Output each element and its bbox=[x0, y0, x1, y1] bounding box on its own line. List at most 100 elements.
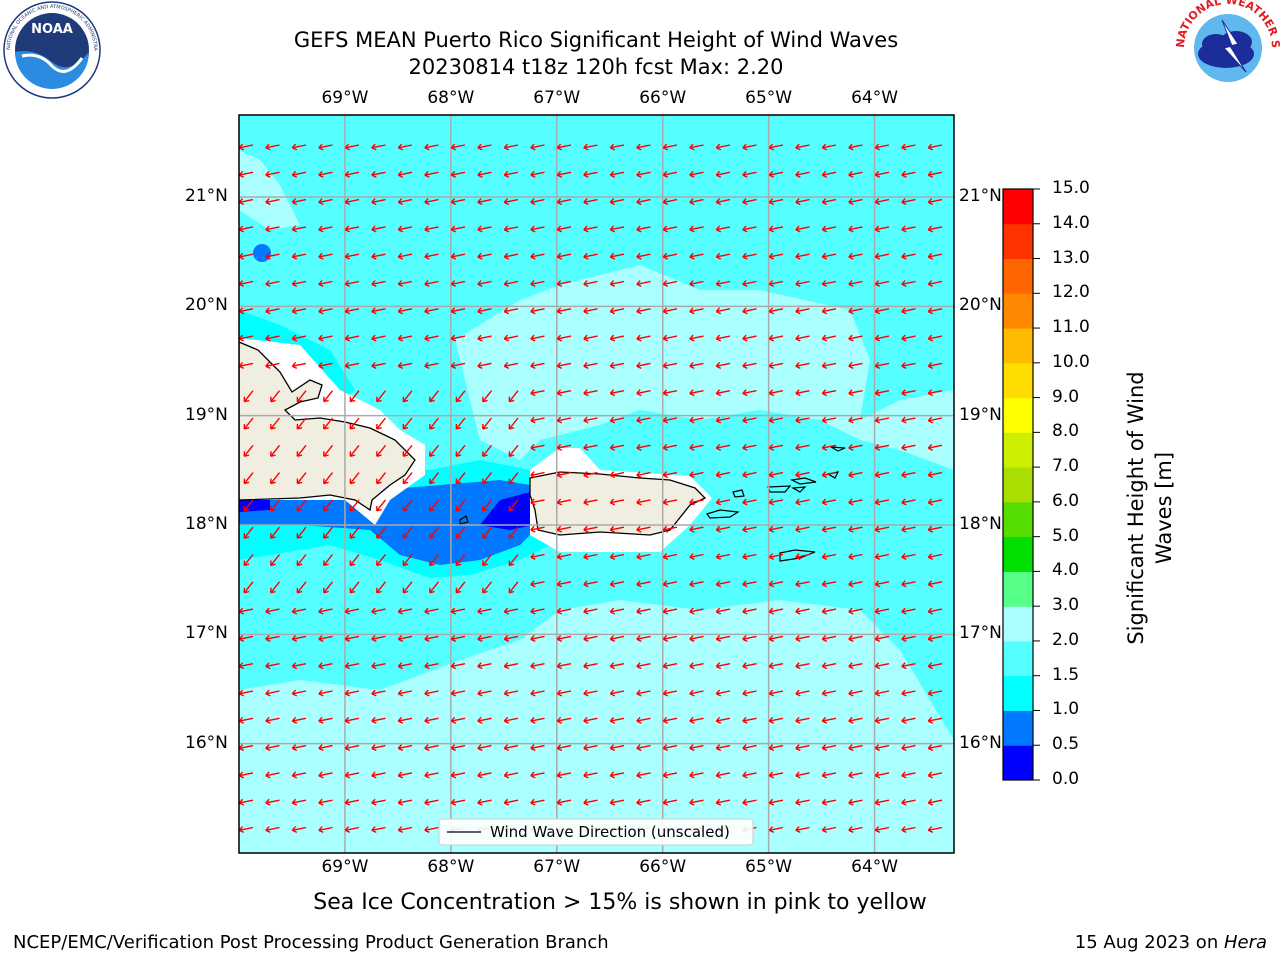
wave-arrow bbox=[821, 280, 837, 288]
wave-arrow bbox=[424, 361, 439, 369]
wave-arrow bbox=[821, 634, 837, 642]
wave-arrow bbox=[556, 471, 572, 479]
wave-arrow bbox=[874, 744, 890, 752]
wave-arrow bbox=[265, 307, 280, 315]
wave-arrow bbox=[583, 553, 598, 561]
wave-arrow bbox=[715, 143, 731, 151]
wave-arrow bbox=[243, 417, 254, 430]
wave-arrow bbox=[402, 417, 413, 430]
wave-arrow bbox=[318, 280, 333, 288]
wave-arrow bbox=[848, 580, 863, 588]
wave-arrow bbox=[397, 225, 413, 233]
wave-arrow bbox=[265, 280, 280, 288]
wave-arrow bbox=[344, 280, 360, 288]
wave-arrow bbox=[927, 334, 943, 342]
wave-arrow bbox=[482, 554, 493, 567]
wave-arrow bbox=[874, 525, 890, 533]
wave-arrow bbox=[376, 499, 387, 512]
wave-arrow bbox=[371, 716, 386, 724]
wave-arrow bbox=[429, 554, 440, 567]
wave-arrow bbox=[742, 553, 757, 561]
wave-arrow bbox=[768, 443, 784, 451]
legend-label: Wind Wave Direction (unscaled) bbox=[490, 823, 730, 841]
colorbar-segment bbox=[1003, 328, 1033, 364]
wave-arrow bbox=[344, 252, 360, 260]
wave-arrow bbox=[636, 744, 651, 752]
lon-tick-label-top: 66°W bbox=[639, 88, 687, 108]
wave-arrow bbox=[848, 716, 863, 724]
wave-arrow bbox=[742, 198, 757, 206]
colorbar-segment bbox=[1003, 258, 1033, 294]
wave-arrow bbox=[323, 417, 334, 430]
wave-arrow bbox=[901, 389, 916, 397]
wave-region-0-0.5-passage bbox=[239, 500, 270, 512]
wave-arrow bbox=[424, 689, 439, 697]
wave-arrow bbox=[901, 361, 916, 369]
wave-arrow bbox=[556, 416, 572, 424]
wave-arrow bbox=[450, 280, 466, 288]
wave-arrow bbox=[243, 444, 254, 457]
wave-arrow bbox=[455, 581, 466, 594]
wave-arrow bbox=[795, 716, 810, 724]
wave-arrow bbox=[265, 744, 280, 752]
wave-arrow bbox=[715, 252, 731, 260]
wave-arrow bbox=[503, 607, 519, 615]
wave-arrow bbox=[768, 662, 784, 670]
wave-arrow bbox=[583, 498, 598, 506]
wave-arrow bbox=[397, 252, 413, 260]
wave-arrow bbox=[556, 607, 572, 615]
wave-arrow bbox=[239, 607, 254, 615]
wave-arrow bbox=[556, 252, 572, 260]
wave-arrow bbox=[742, 225, 757, 233]
wave-arrow bbox=[503, 662, 519, 670]
wave-arrow bbox=[795, 170, 810, 178]
wave-arrow bbox=[270, 417, 281, 430]
wave-arrow bbox=[636, 525, 651, 533]
wave-arrow bbox=[609, 225, 625, 233]
wave-arrow bbox=[848, 252, 863, 260]
wave-arrow bbox=[265, 143, 280, 151]
wave-arrow bbox=[556, 798, 572, 806]
wave-arrow bbox=[583, 662, 598, 670]
wave-arrow bbox=[874, 307, 890, 315]
wave-arrow bbox=[556, 553, 572, 561]
wave-arrow bbox=[344, 334, 360, 342]
wave-arrow bbox=[318, 170, 333, 178]
wave-arrow bbox=[477, 607, 492, 615]
wave-arrow bbox=[848, 471, 863, 479]
wave-arrow bbox=[376, 390, 387, 403]
colorbar-tick-label: 1.5 bbox=[1052, 664, 1080, 685]
wave-arrow bbox=[636, 307, 651, 315]
wave-arrow bbox=[874, 798, 890, 806]
wave-arrow bbox=[742, 252, 757, 260]
wave-arrow bbox=[927, 607, 943, 615]
wave-arrow bbox=[795, 498, 810, 506]
wave-arrow bbox=[742, 580, 757, 588]
wave-arrow bbox=[901, 443, 916, 451]
wave-arrow bbox=[371, 662, 386, 670]
wave-arrow bbox=[503, 280, 519, 288]
lat-tick-label-right: 18°N bbox=[959, 514, 1002, 534]
wave-arrow bbox=[901, 416, 916, 424]
wave-arrow bbox=[503, 143, 519, 151]
wave-arrow bbox=[927, 361, 943, 369]
wave-arrow bbox=[901, 798, 916, 806]
wave-arrow bbox=[821, 826, 837, 834]
noaa-logo-text: NOAA bbox=[31, 22, 73, 37]
wave-arrow bbox=[239, 716, 254, 724]
wave-arrow bbox=[344, 361, 360, 369]
wave-arrow bbox=[927, 443, 943, 451]
lon-tick-label-top: 65°W bbox=[745, 88, 793, 108]
wave-arrow bbox=[556, 198, 572, 206]
wave-arrow bbox=[239, 225, 254, 233]
wave-arrow bbox=[455, 499, 466, 512]
wave-arrow bbox=[450, 198, 466, 206]
colorbar-tick-label: 1.0 bbox=[1052, 699, 1080, 720]
wave-arrow bbox=[371, 334, 386, 342]
wave-arrow bbox=[291, 225, 307, 233]
wave-arrow bbox=[768, 416, 784, 424]
wave-arrow bbox=[318, 744, 333, 752]
wave-arrow bbox=[482, 444, 493, 457]
wave-arrow bbox=[715, 498, 731, 506]
wave-arrow bbox=[768, 826, 784, 834]
